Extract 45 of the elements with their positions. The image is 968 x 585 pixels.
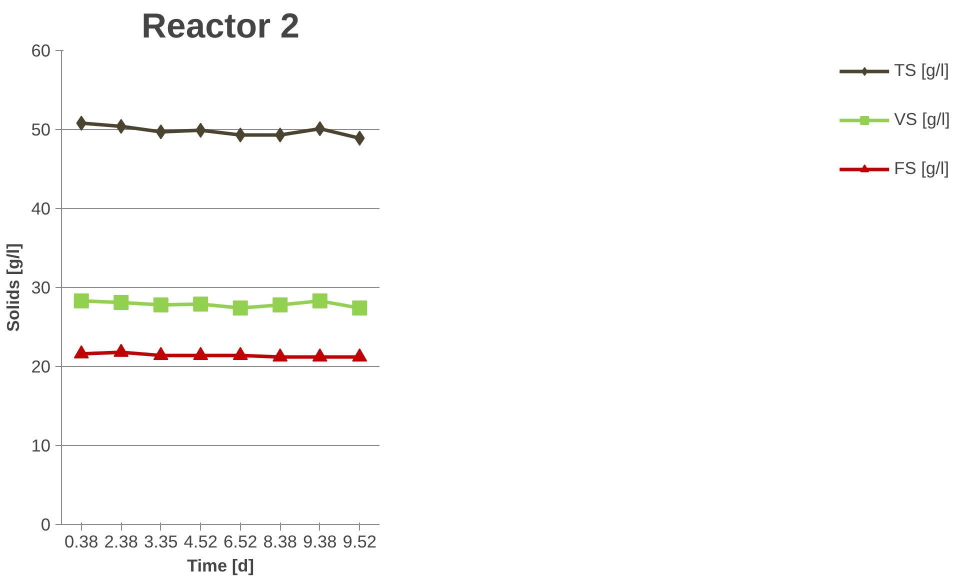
x-tick-label: 3.35 bbox=[144, 532, 178, 552]
y-tick-label: 60 bbox=[31, 40, 51, 60]
point bbox=[274, 128, 286, 143]
x-tick-label: 6.52 bbox=[224, 532, 258, 552]
point bbox=[235, 128, 246, 143]
x-tick-label: 9.38 bbox=[303, 532, 337, 552]
y-axis-title: Solids [g/l] bbox=[3, 243, 24, 332]
x-axis-title: Time [d] bbox=[186, 556, 254, 576]
x-tick-label: 0.38 bbox=[64, 532, 98, 552]
point bbox=[116, 118, 126, 134]
point bbox=[352, 348, 368, 362]
x-tick-label: 4.52 bbox=[184, 532, 218, 552]
point bbox=[74, 293, 89, 308]
y-tick-label: 20 bbox=[31, 356, 51, 376]
point bbox=[74, 345, 89, 358]
point bbox=[272, 348, 288, 362]
point bbox=[76, 116, 87, 131]
point bbox=[312, 293, 328, 308]
point bbox=[193, 346, 208, 360]
point bbox=[114, 344, 129, 357]
point bbox=[195, 122, 206, 138]
legend-label: VS [g/l] bbox=[894, 109, 950, 130]
point bbox=[232, 346, 248, 360]
chart-title: Reactor 2 bbox=[142, 8, 300, 46]
y-tick-label: 30 bbox=[31, 278, 51, 298]
point bbox=[314, 121, 326, 136]
y-tick-label: 50 bbox=[31, 120, 51, 140]
point bbox=[153, 297, 168, 312]
point bbox=[156, 124, 166, 140]
y-tick-label: 10 bbox=[31, 436, 51, 456]
legend-label: FS [g/l] bbox=[894, 158, 950, 179]
y-tick-label: 0 bbox=[40, 514, 51, 534]
point bbox=[352, 300, 368, 316]
point bbox=[193, 296, 208, 312]
point bbox=[114, 295, 129, 310]
x-tick-label: 9.52 bbox=[342, 532, 376, 552]
point bbox=[354, 130, 365, 146]
point bbox=[153, 346, 168, 360]
x-tick-label: 8.38 bbox=[263, 532, 297, 552]
point bbox=[232, 300, 248, 316]
y-tick-label: 40 bbox=[31, 198, 51, 218]
x-tick-label: 2.38 bbox=[104, 532, 138, 552]
point bbox=[272, 297, 288, 312]
point bbox=[312, 348, 328, 362]
legend-label: TS [g/l] bbox=[894, 60, 950, 81]
